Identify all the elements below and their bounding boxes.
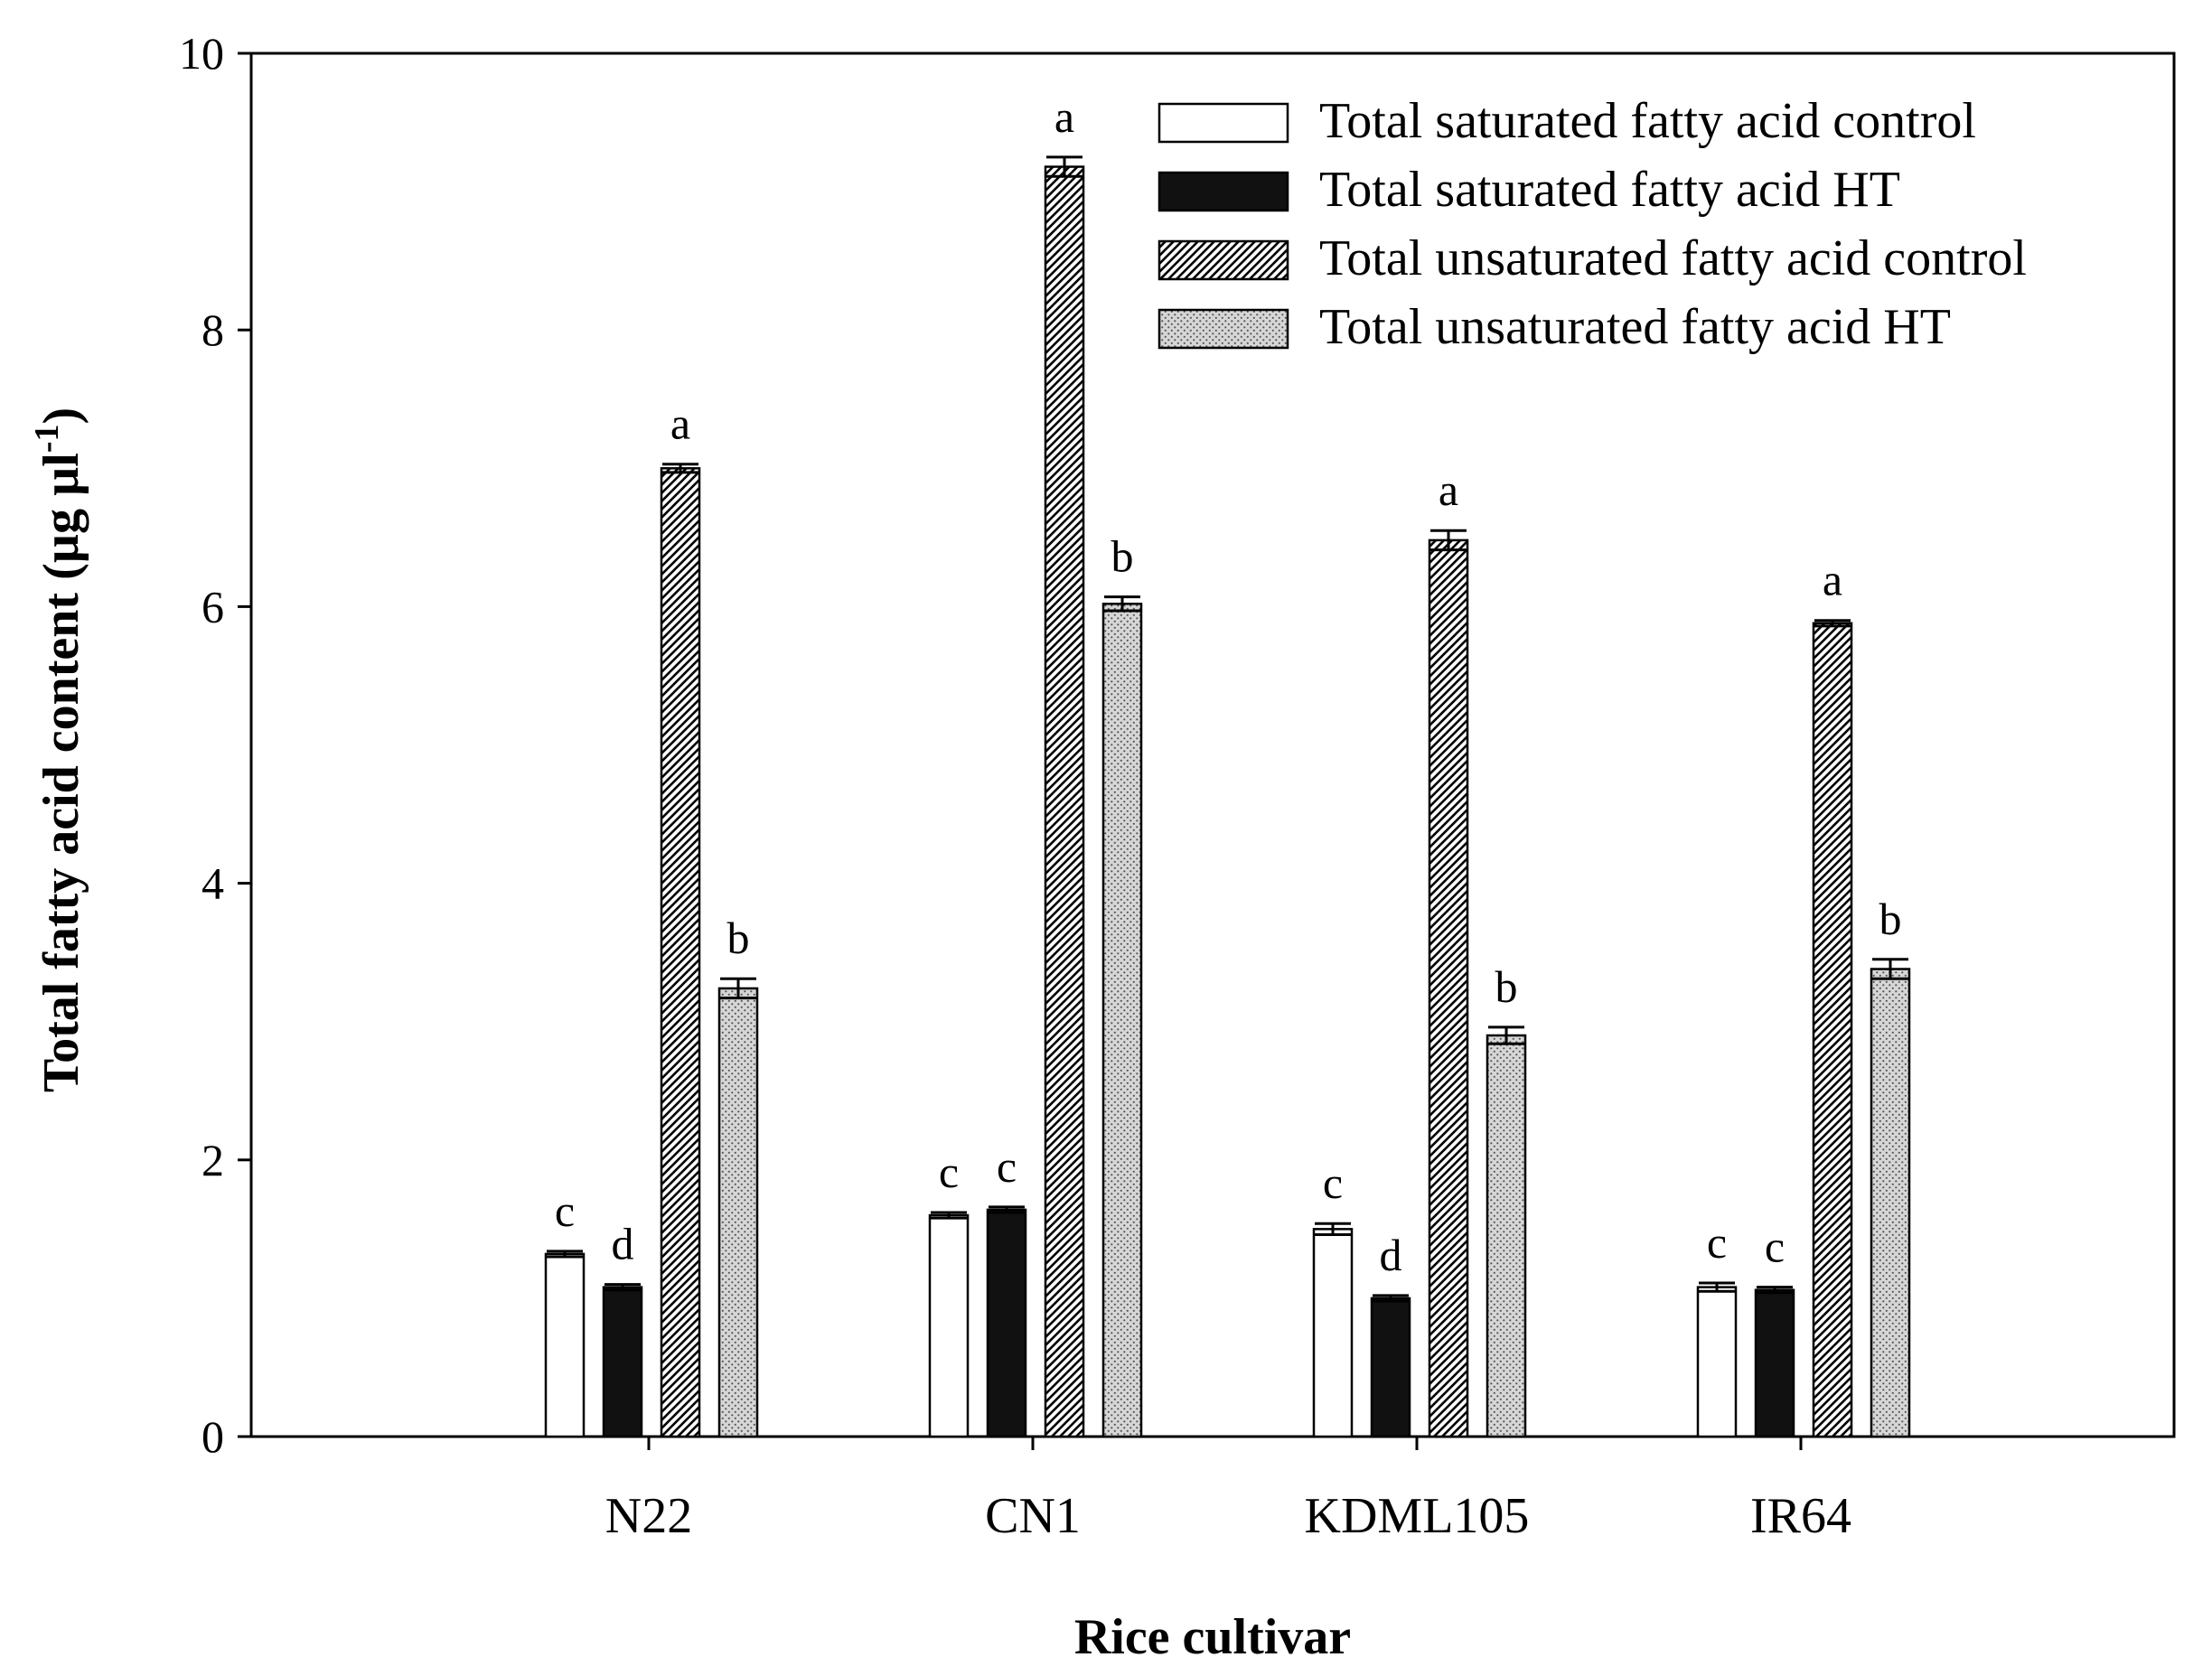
y-tick-label: 8 bbox=[202, 304, 224, 355]
x-axis-title: Rice cultivar bbox=[1074, 1609, 1351, 1665]
bar bbox=[1312, 1228, 1354, 1438]
bar bbox=[1812, 622, 1853, 1438]
significance-letter: c bbox=[939, 1147, 959, 1197]
legend-label: Total saturated fatty acid control bbox=[1319, 93, 1976, 149]
significance-letter: a bbox=[670, 398, 690, 449]
bar bbox=[928, 1213, 970, 1438]
legend-label: Total unsaturated fatty acid HT bbox=[1319, 299, 1951, 355]
y-axis: 0 2 4 6 8 10 bbox=[179, 28, 251, 1462]
y-tick-label: 6 bbox=[202, 581, 224, 632]
legend-swatch bbox=[1158, 171, 1289, 212]
y-tick-label: 10 bbox=[179, 28, 224, 79]
y-tick-label: 4 bbox=[202, 858, 224, 909]
significance-letter: c bbox=[1323, 1157, 1343, 1208]
error-bars bbox=[547, 155, 1908, 1303]
x-tick-label: IR64 bbox=[1750, 1488, 1851, 1544]
legend-swatch bbox=[1158, 308, 1289, 350]
x-tick-label: N22 bbox=[605, 1488, 692, 1544]
bar bbox=[986, 1208, 1027, 1438]
bar bbox=[717, 987, 759, 1438]
bar bbox=[1870, 968, 1911, 1438]
significance-letter: b bbox=[1495, 961, 1518, 1012]
y-axis-title: Total fatty acid content (µg µl-1) bbox=[28, 407, 89, 1092]
significance-letter: d bbox=[1380, 1230, 1402, 1280]
bar bbox=[1696, 1286, 1738, 1438]
y-tick-label: 2 bbox=[202, 1135, 224, 1185]
bar bbox=[660, 467, 701, 1438]
y-axis-title-tail: ) bbox=[33, 407, 89, 425]
legend-swatch bbox=[1158, 102, 1289, 144]
bars bbox=[544, 165, 1911, 1438]
significance-letter: c bbox=[1707, 1217, 1727, 1268]
bar bbox=[1370, 1297, 1411, 1438]
bar bbox=[602, 1286, 643, 1438]
y-tick-label: 0 bbox=[202, 1411, 224, 1462]
significance-letter: c bbox=[555, 1185, 575, 1236]
y-axis-title-main: Total fatty acid content (µg µl bbox=[33, 453, 89, 1092]
legend-label: Total saturated fatty acid HT bbox=[1319, 162, 1900, 218]
legend-label: Total unsaturated fatty acid control bbox=[1319, 230, 2027, 286]
significance-letter: a bbox=[1439, 464, 1458, 515]
significance-letter: b bbox=[1879, 894, 1902, 944]
significance-letter: b bbox=[1111, 531, 1134, 582]
bar bbox=[1754, 1288, 1795, 1438]
legend-swatch bbox=[1158, 239, 1289, 281]
x-tick-label: KDML105 bbox=[1305, 1488, 1530, 1544]
x-axis: N22 CN1 KDML105 IR64 bbox=[605, 1437, 1851, 1544]
significance-letter: a bbox=[1823, 555, 1842, 605]
bar bbox=[544, 1252, 586, 1438]
significance-letter: b bbox=[727, 913, 750, 963]
x-tick-label: CN1 bbox=[985, 1488, 1081, 1544]
significance-letter: c bbox=[1765, 1222, 1785, 1272]
y-axis-title-superscript: -1 bbox=[28, 425, 66, 454]
significance-letter: c bbox=[997, 1141, 1017, 1192]
bar bbox=[1044, 165, 1085, 1438]
significance-letter: a bbox=[1054, 91, 1074, 142]
significance-letter: d bbox=[612, 1219, 634, 1269]
bar bbox=[1101, 603, 1143, 1438]
legend: Total saturated fatty acid control Total … bbox=[1158, 93, 2027, 355]
plot-frame bbox=[249, 51, 2176, 1438]
bar bbox=[1486, 1034, 1527, 1438]
bar bbox=[1428, 538, 1469, 1438]
